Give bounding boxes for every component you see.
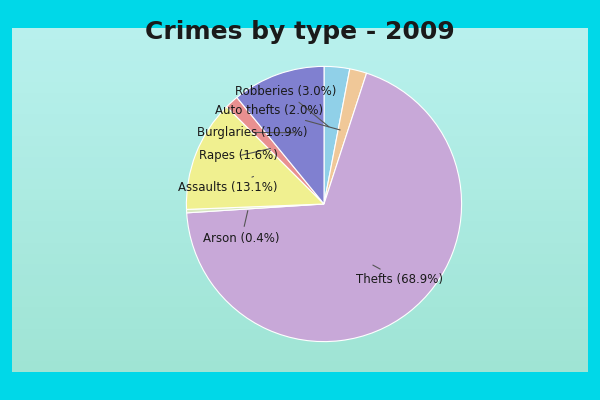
Text: Auto thefts (2.0%): Auto thefts (2.0%) (215, 104, 340, 130)
Text: Rapes (1.6%): Rapes (1.6%) (199, 148, 278, 162)
Text: Robberies (3.0%): Robberies (3.0%) (235, 85, 336, 127)
Wedge shape (187, 107, 324, 210)
Text: Crimes by type - 2009: Crimes by type - 2009 (145, 20, 455, 44)
Text: Arson (0.4%): Arson (0.4%) (203, 211, 280, 245)
Text: Assaults (13.1%): Assaults (13.1%) (178, 176, 277, 194)
Wedge shape (324, 66, 350, 204)
Wedge shape (187, 73, 461, 342)
Text: Burglaries (10.9%): Burglaries (10.9%) (197, 126, 308, 139)
Wedge shape (324, 69, 367, 204)
Text: Thefts (68.9%): Thefts (68.9%) (356, 265, 443, 286)
Wedge shape (187, 204, 324, 213)
Wedge shape (227, 98, 324, 204)
Wedge shape (237, 66, 324, 204)
